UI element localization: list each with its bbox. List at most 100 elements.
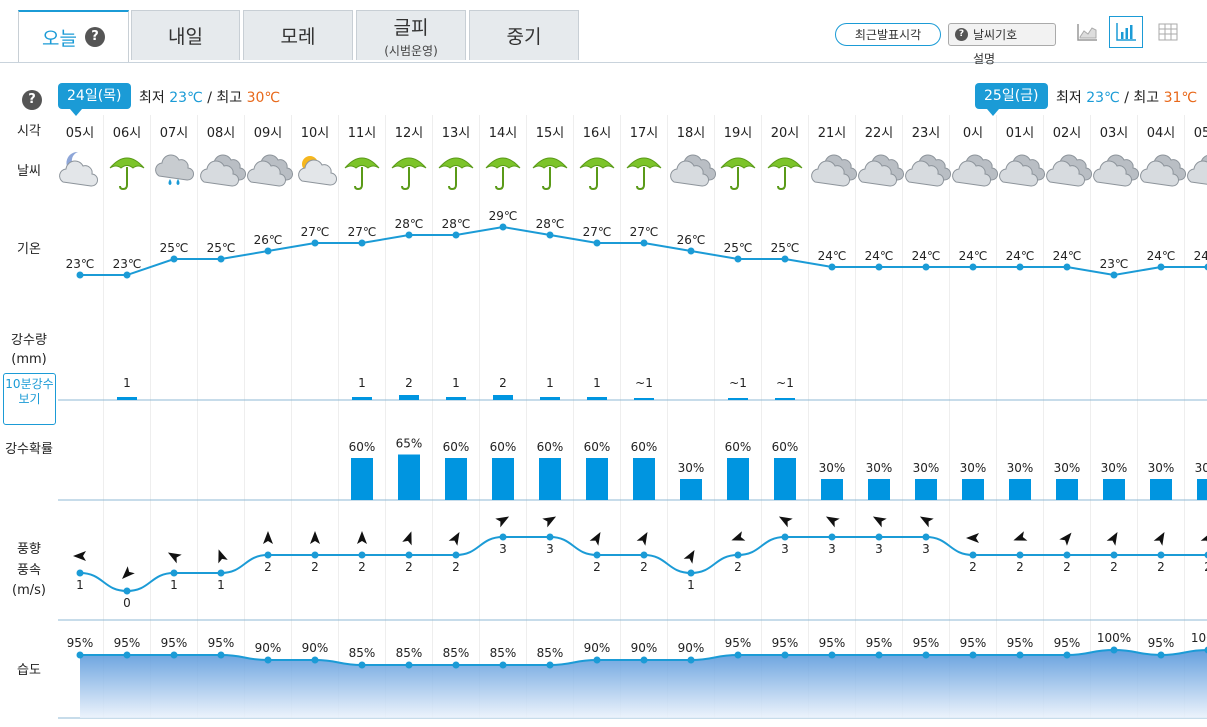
wind-speed-label: 2 bbox=[311, 560, 319, 574]
tab-day-after[interactable]: 모레 bbox=[243, 10, 353, 60]
wind-speed-label: 2 bbox=[1063, 560, 1071, 574]
precip-label: ~1 bbox=[729, 376, 747, 390]
max-label: 최고 bbox=[216, 90, 243, 106]
tab-midterm[interactable]: 중기 bbox=[469, 10, 579, 60]
precip-label: 1 bbox=[123, 376, 131, 390]
prob-bar bbox=[633, 458, 655, 500]
umbrella-icon bbox=[344, 157, 380, 191]
humidity-point bbox=[969, 651, 977, 659]
temperature-label: 27℃ bbox=[348, 225, 377, 239]
wind-speed-label: 3 bbox=[875, 542, 883, 556]
prob-bar bbox=[539, 458, 561, 500]
wind-speed-label: 2 bbox=[405, 560, 413, 574]
wind-point bbox=[264, 551, 272, 559]
wind-point bbox=[217, 569, 225, 577]
precip-label: 2 bbox=[499, 376, 507, 390]
temperature-label: 26℃ bbox=[677, 233, 706, 247]
humidity-point bbox=[405, 661, 413, 669]
temperature-point bbox=[452, 231, 460, 239]
prob-bar bbox=[680, 479, 702, 500]
hour-label: 05시 bbox=[1194, 126, 1207, 141]
temperature-point bbox=[546, 231, 554, 239]
wind-point bbox=[1063, 551, 1071, 559]
tab-today[interactable]: 오늘 ? bbox=[18, 10, 129, 62]
humidity-point bbox=[170, 651, 178, 659]
rain-drops bbox=[168, 179, 180, 185]
wind-arrow-icon bbox=[589, 531, 601, 546]
humidity-point bbox=[875, 651, 883, 659]
rain-cloud-icon bbox=[155, 154, 194, 185]
wind-arrow-icon bbox=[263, 531, 273, 544]
wind-point bbox=[358, 551, 366, 559]
temperature-point bbox=[1157, 263, 1165, 271]
precip-bar bbox=[493, 395, 513, 400]
ten-minute-precip-button[interactable]: 10분강수 보기 bbox=[3, 373, 56, 425]
umbrella-icon bbox=[532, 157, 568, 191]
prob-bar bbox=[1197, 479, 1207, 500]
humidity-point bbox=[217, 651, 225, 659]
tab-tomorrow[interactable]: 내일 bbox=[131, 10, 240, 60]
recent-release-button[interactable]: 최근발표시각 bbox=[835, 23, 941, 46]
hour-label: 04시 bbox=[1147, 126, 1176, 141]
wind-arrow-icon bbox=[73, 551, 86, 561]
wind-speed-label: 3 bbox=[781, 542, 789, 556]
precip-bar bbox=[399, 395, 419, 400]
temperature-point bbox=[264, 247, 272, 255]
humidity-point bbox=[1157, 651, 1165, 659]
temperature-point bbox=[687, 247, 695, 255]
temperature-point bbox=[76, 271, 84, 279]
cloud-shape bbox=[200, 160, 239, 187]
precip-bar bbox=[352, 397, 372, 400]
temperature-point bbox=[828, 263, 836, 271]
umbrella-handle bbox=[401, 167, 410, 191]
area-chart-view-icon[interactable] bbox=[1070, 16, 1104, 48]
umbrella-icon bbox=[767, 157, 803, 191]
hour-label: 11시 bbox=[348, 126, 377, 141]
night-partly-cloudy-icon bbox=[59, 151, 98, 187]
table-view-icon[interactable] bbox=[1151, 16, 1185, 48]
temperature-label: 24℃ bbox=[1053, 249, 1082, 263]
wind-arrow-icon bbox=[357, 531, 367, 544]
precip-label: 1 bbox=[593, 376, 601, 390]
wind-speed-label: 1 bbox=[170, 578, 178, 592]
wind-speed-label: 2 bbox=[1016, 560, 1024, 574]
cloud-shape bbox=[1093, 160, 1132, 187]
prob-label: 30% bbox=[960, 461, 987, 475]
umbrella-handle bbox=[636, 167, 645, 191]
wind-point bbox=[452, 551, 460, 559]
cloud-shape bbox=[155, 154, 194, 181]
hour-label: 15시 bbox=[536, 126, 565, 141]
wind-speed-label: 2 bbox=[1110, 560, 1118, 574]
prob-label: 60% bbox=[490, 440, 517, 454]
day-badge-today: 24일(목) bbox=[58, 83, 131, 116]
weather-symbol-button[interactable]: ? 날씨기호 bbox=[948, 23, 1056, 46]
bar-chart-view-icon[interactable] bbox=[1109, 16, 1143, 48]
cloud-shape bbox=[1140, 160, 1179, 187]
help-icon[interactable]: ? bbox=[22, 90, 42, 110]
prob-bar bbox=[962, 479, 984, 500]
prob-bar bbox=[727, 458, 749, 500]
humidity-point bbox=[1110, 646, 1118, 654]
umbrella-icon bbox=[391, 157, 427, 191]
min-temp: 23℃ bbox=[169, 90, 203, 106]
humidity-label: 85% bbox=[490, 646, 517, 660]
temperature-point bbox=[734, 255, 742, 263]
wind-point bbox=[875, 533, 883, 541]
umbrella-handle bbox=[354, 167, 363, 191]
humidity-label: 85% bbox=[443, 646, 470, 660]
umbrella-canopy bbox=[344, 157, 380, 169]
precip-bar bbox=[634, 398, 654, 400]
prob-label: 65% bbox=[396, 437, 423, 451]
help-icon[interactable]: ? bbox=[84, 27, 105, 47]
temperature-point bbox=[875, 263, 883, 271]
temperature-label: 25℃ bbox=[724, 241, 753, 255]
humidity-point bbox=[264, 656, 272, 664]
hour-label: 07시 bbox=[160, 126, 189, 141]
humidity-label: 90% bbox=[678, 641, 705, 655]
humidity-label: 95% bbox=[960, 636, 987, 650]
temperature-point bbox=[922, 263, 930, 271]
tab-3days[interactable]: 글피 (시범운영) bbox=[356, 10, 466, 60]
wind-point bbox=[781, 533, 789, 541]
humidity-label: 85% bbox=[349, 646, 376, 660]
